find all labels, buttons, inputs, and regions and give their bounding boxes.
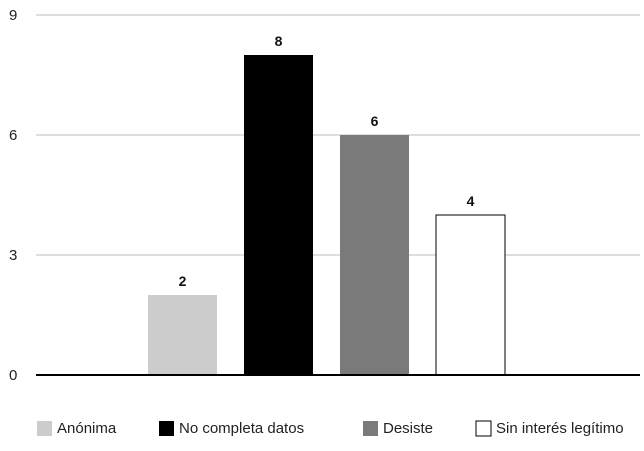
legend-label: Sin interés legítimo <box>496 420 624 437</box>
y-tick-label: 6 <box>9 127 17 144</box>
bars <box>148 55 506 376</box>
bar-2 <box>244 55 313 375</box>
y-tick-label: 9 <box>9 7 17 24</box>
legend-swatch <box>475 420 492 437</box>
bar-4 <box>435 214 506 376</box>
y-tick-label: 0 <box>9 367 17 384</box>
y-tick-label: 3 <box>9 247 17 264</box>
legend-swatch <box>363 421 378 436</box>
legend-label: Desiste <box>383 420 433 437</box>
legend-label: Anónima <box>57 420 117 437</box>
y-axis-ticks: 0 3 6 9 <box>9 7 17 384</box>
bar-1 <box>148 295 217 375</box>
legend: Anónima No completa datos Desiste Sin inter… <box>37 420 624 437</box>
data-label: 6 <box>371 113 379 129</box>
data-label: 2 <box>179 273 187 289</box>
legend-label: No completa datos <box>179 420 304 437</box>
gridlines <box>36 14 640 256</box>
legend-swatch <box>37 421 52 436</box>
data-label: 4 <box>467 193 475 209</box>
data-label: 8 <box>275 33 283 49</box>
legend-swatch <box>159 421 174 436</box>
data-labels: 2 8 6 4 <box>179 33 475 289</box>
bar-3 <box>340 135 409 375</box>
